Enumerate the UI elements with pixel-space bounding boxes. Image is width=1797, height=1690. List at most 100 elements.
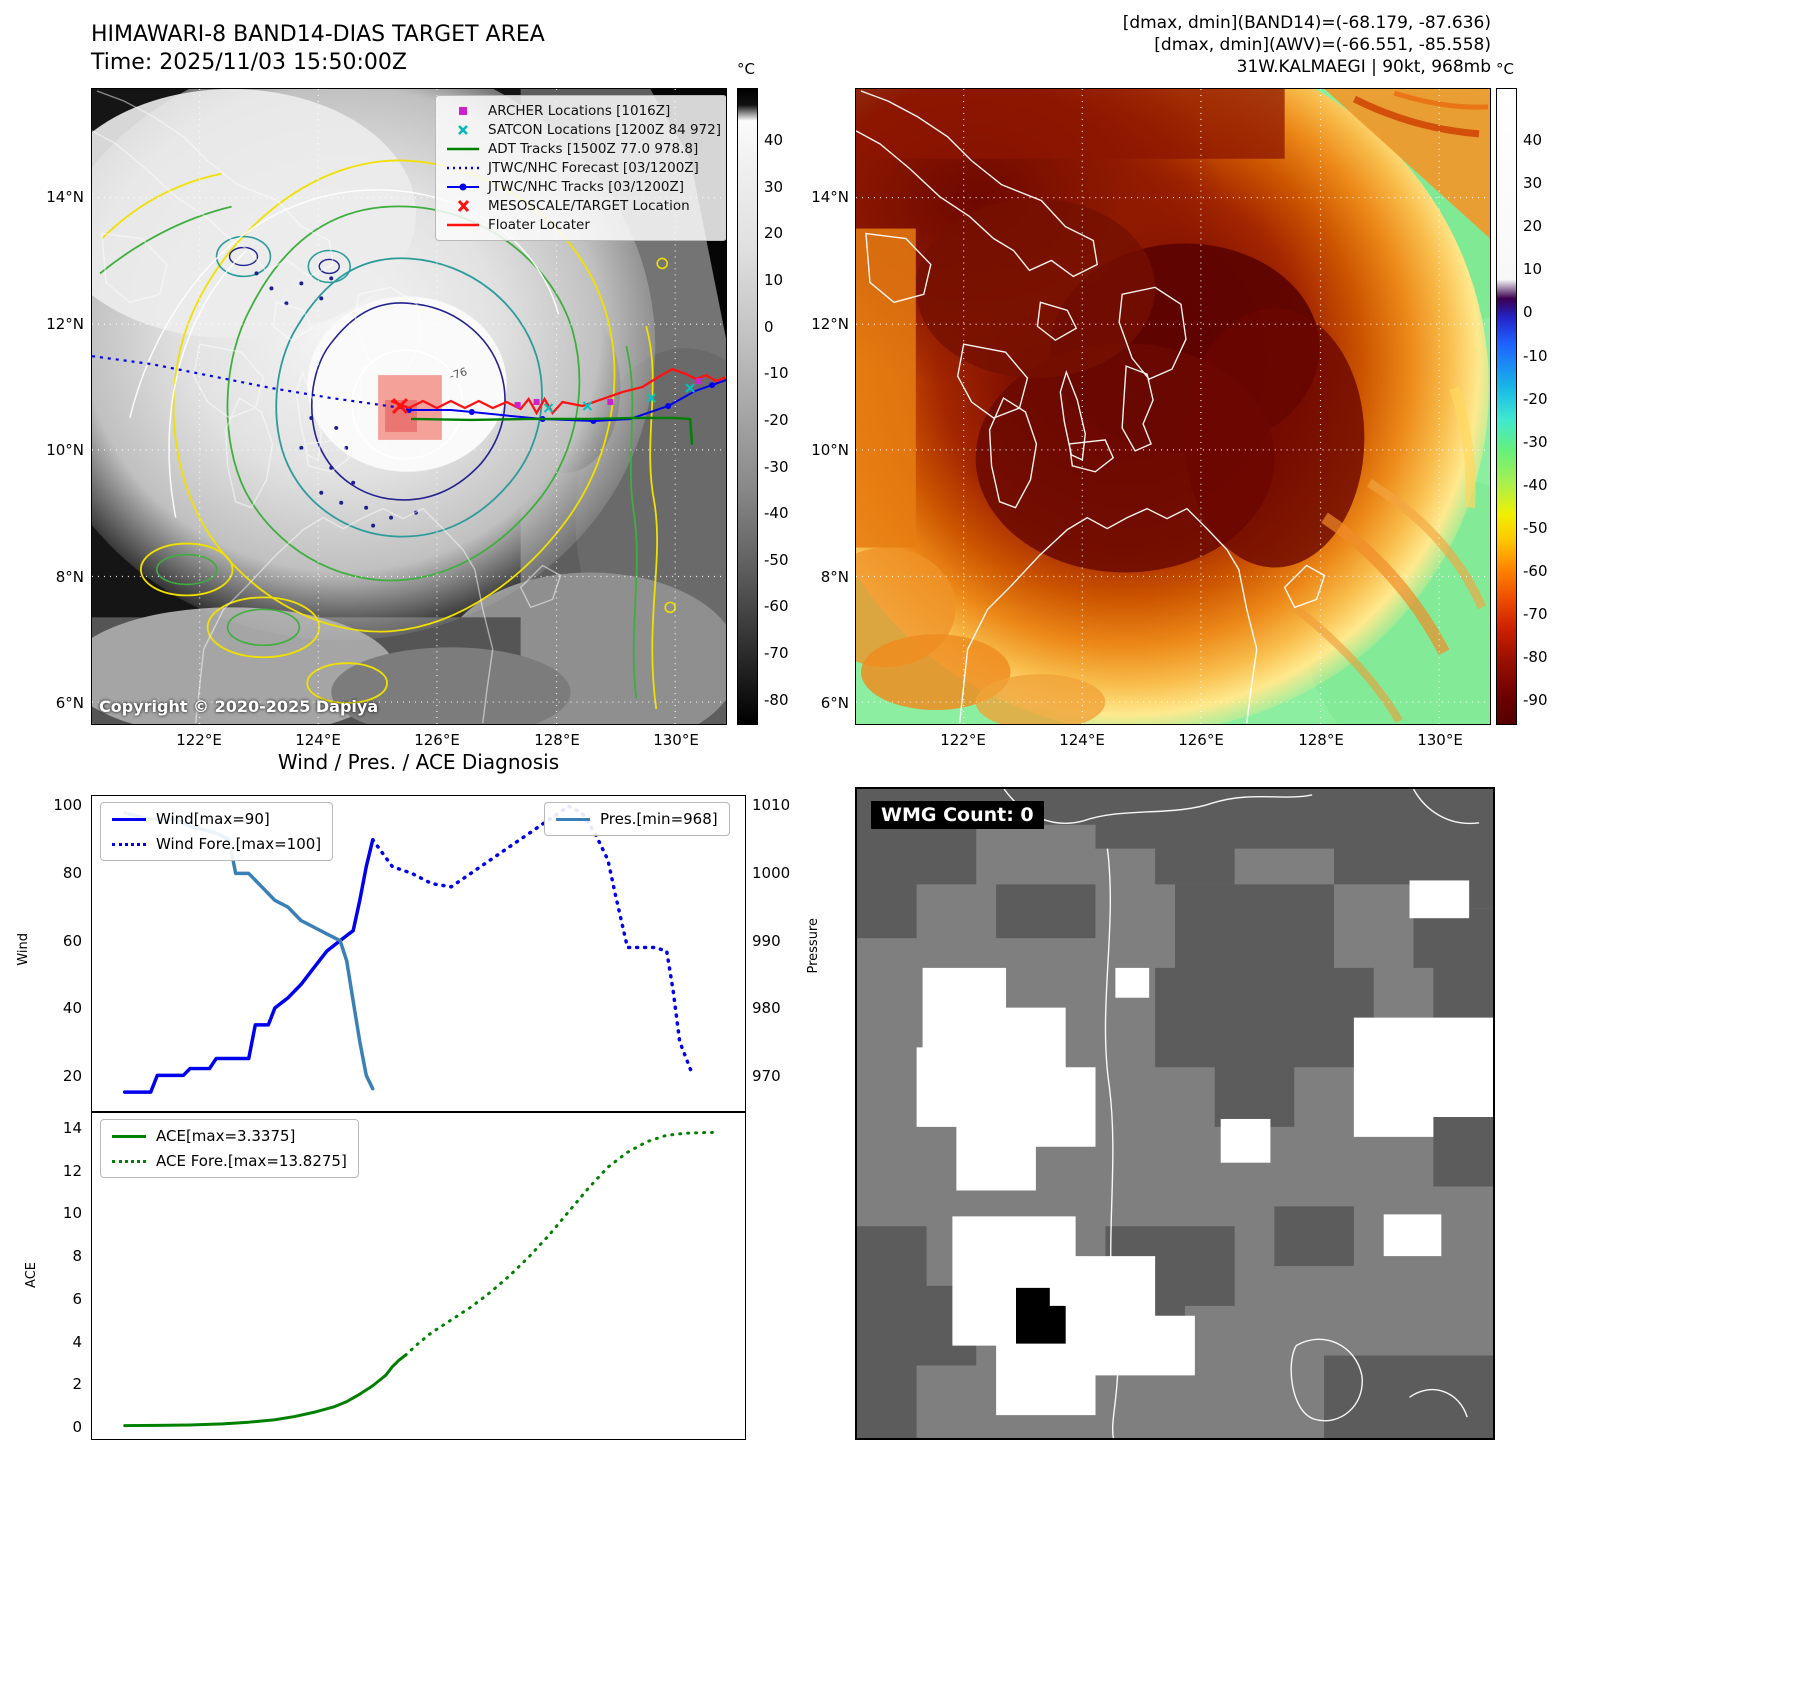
legend-label: MESOSCALE/TARGET Location: [488, 198, 690, 214]
awv-header-line2: [dmax, dmin](AWV)=(-66.551, -85.558): [1154, 35, 1491, 55]
track-line-dot-icon: [447, 183, 479, 191]
awv-cb-tick: -30: [1523, 433, 1548, 451]
wind-y-tick: 20: [62, 1067, 82, 1085]
ace-y-tick: 0: [72, 1418, 82, 1436]
legend-label: ACE[max=3.3375]: [156, 1127, 296, 1145]
band14-y-tick: 12°N: [46, 315, 84, 333]
archer-markers: [514, 378, 703, 408]
legend-item-archer: ARCHER Locations [1016Z]: [445, 103, 717, 119]
pressure-legend: Pres.[min=968]: [544, 802, 730, 836]
wind-fore-dotted-line-icon: [112, 842, 146, 846]
awv-colorbar: [1496, 88, 1517, 725]
floater-line: [390, 367, 726, 416]
awv-cb-tick: 20: [1523, 217, 1543, 235]
awv-cb-tick: -60: [1523, 562, 1548, 580]
legend-item-jtwc-forecast: JTWC/NHC Forecast [03/1200Z]: [445, 160, 717, 176]
legend-label: Wind Fore.[max=100]: [156, 835, 322, 853]
ace-y-tick: 4: [72, 1333, 82, 1351]
legend-item-satcon: SATCON Locations [1200Z 84 972]: [445, 122, 721, 138]
awv-x-tick: 122°E: [940, 731, 986, 749]
band14-cb-tick: 40: [764, 131, 784, 149]
awv-map: [855, 88, 1491, 725]
awv-cb-tick: -40: [1523, 476, 1548, 494]
copyright-text: Copyright © 2020-2025 Dapiya: [99, 697, 379, 716]
ace-y-tick: 14: [62, 1119, 82, 1137]
contours: -76: [99, 159, 676, 710]
ace-legend: ACE[max=3.3375] ACE Fore.[max=13.8275]: [100, 1119, 359, 1178]
legend-item-wind-fore: Wind Fore.[max=100]: [112, 835, 321, 853]
band14-map-legend: ARCHER Locations [1016Z] SATCON Location…: [435, 95, 726, 241]
awv-x-tick: 130°E: [1417, 731, 1463, 749]
mesoscale-x-icon: [457, 199, 470, 213]
wind-y-tick: 40: [62, 999, 82, 1017]
legend-label: ACE Fore.[max=13.8275]: [156, 1152, 347, 1170]
awv-header: [dmax, dmin](BAND14)=(-68.179, -87.636) …: [1123, 12, 1491, 78]
mesoscale-x-icon: [391, 397, 409, 415]
pressure-axis-label: Pressure: [806, 918, 821, 974]
awv-y-tick: 10°N: [811, 441, 849, 459]
band14-x-tick: 130°E: [653, 731, 699, 749]
band14-cb-tick: 10: [764, 271, 784, 289]
satcon-markers: [543, 383, 695, 413]
band14-cb-tick: -70: [764, 644, 789, 662]
band14-cb-tick: -10: [764, 364, 789, 382]
awv-y-tick: 8°N: [820, 568, 849, 586]
awv-cb-tick: 40: [1523, 131, 1543, 149]
band14-x-tick: 128°E: [534, 731, 580, 749]
legend-label: SATCON Locations [1200Z 84 972]: [488, 122, 721, 138]
awv-cb-tick: 0: [1523, 303, 1533, 321]
band14-x-tick: 124°E: [295, 731, 341, 749]
ace-plot-area: [123, 1130, 714, 1428]
ace-y-tick: 12: [62, 1162, 82, 1180]
ace-line-icon: [112, 1134, 146, 1138]
legend-label: Wind[max=90]: [156, 810, 270, 828]
wind-y-tick: 80: [62, 864, 82, 882]
band14-title: HIMAWARI-8 BAND14-DIAS TARGET AREA: [91, 22, 545, 47]
jtwc-track-line: [406, 379, 726, 424]
band14-cb-tick: 0: [764, 318, 774, 336]
band14-x-tick: 122°E: [176, 731, 222, 749]
band14-cb-tick: -40: [764, 504, 789, 522]
band14-cb-tick: -60: [764, 597, 789, 615]
legend-item-floater: Floater Locater: [445, 217, 717, 233]
legend-label: ADT Tracks [1500Z 77.0 978.8]: [488, 141, 699, 157]
awv-cb-tick: -10: [1523, 347, 1548, 365]
awv-x-tick: 126°E: [1178, 731, 1224, 749]
awv-cb-tick: 10: [1523, 260, 1543, 278]
ace-axis-label: ACE: [24, 1262, 39, 1288]
awv-x-tick: 128°E: [1298, 731, 1344, 749]
pressure-y-tick: 980: [752, 999, 781, 1017]
awv-y-tick: 14°N: [811, 188, 849, 206]
archer-square-icon: [459, 107, 467, 115]
band14-cb-tick: -50: [764, 551, 789, 569]
legend-item-mesoscale: MESOSCALE/TARGET Location: [445, 198, 717, 214]
legend-item-pressure: Pres.[min=968]: [556, 810, 718, 828]
legend-label: JTWC/NHC Tracks [03/1200Z]: [488, 179, 685, 195]
ace-chart: ACE[max=3.3375] ACE Fore.[max=13.8275]: [91, 1112, 746, 1440]
wmg-coastlines: [1003, 789, 1480, 1438]
awv-cb-tick: 30: [1523, 174, 1543, 192]
ace-fore-dotted-line-icon: [112, 1159, 146, 1163]
legend-item-wind: Wind[max=90]: [112, 810, 321, 828]
wmg-white-regions: [916, 880, 1493, 1416]
band14-y-tick: 6°N: [55, 694, 84, 712]
awv-cb-tick: -50: [1523, 519, 1548, 537]
wmg-count-label: WMG Count: 0: [871, 801, 1044, 829]
band14-cb-tick: -80: [764, 691, 789, 709]
band14-cb-tick: 20: [764, 224, 784, 242]
wind-y-tick: 100: [53, 796, 82, 814]
diagnosis-title: Wind / Pres. / ACE Diagnosis: [277, 750, 560, 774]
band14-map: -76 ARCHER Locations [1016Z]: [91, 88, 727, 725]
wmg-panel: WMG Count: 0: [855, 787, 1495, 1440]
awv-header-line1: [dmax, dmin](BAND14)=(-68.179, -87.636): [1122, 13, 1491, 33]
awv-x-tick: 124°E: [1059, 731, 1105, 749]
band14-y-tick: 14°N: [46, 188, 84, 206]
pressure-y-tick: 970: [752, 1067, 781, 1085]
floater-line-icon: [447, 223, 479, 227]
adt-line-icon: [447, 147, 479, 151]
awv-cb-tick: -80: [1523, 648, 1548, 666]
ace-y-tick: 2: [72, 1375, 82, 1393]
ace-y-tick: 8: [72, 1247, 82, 1265]
band14-y-tick: 8°N: [55, 568, 84, 586]
awv-cb-tick: -90: [1523, 691, 1548, 709]
